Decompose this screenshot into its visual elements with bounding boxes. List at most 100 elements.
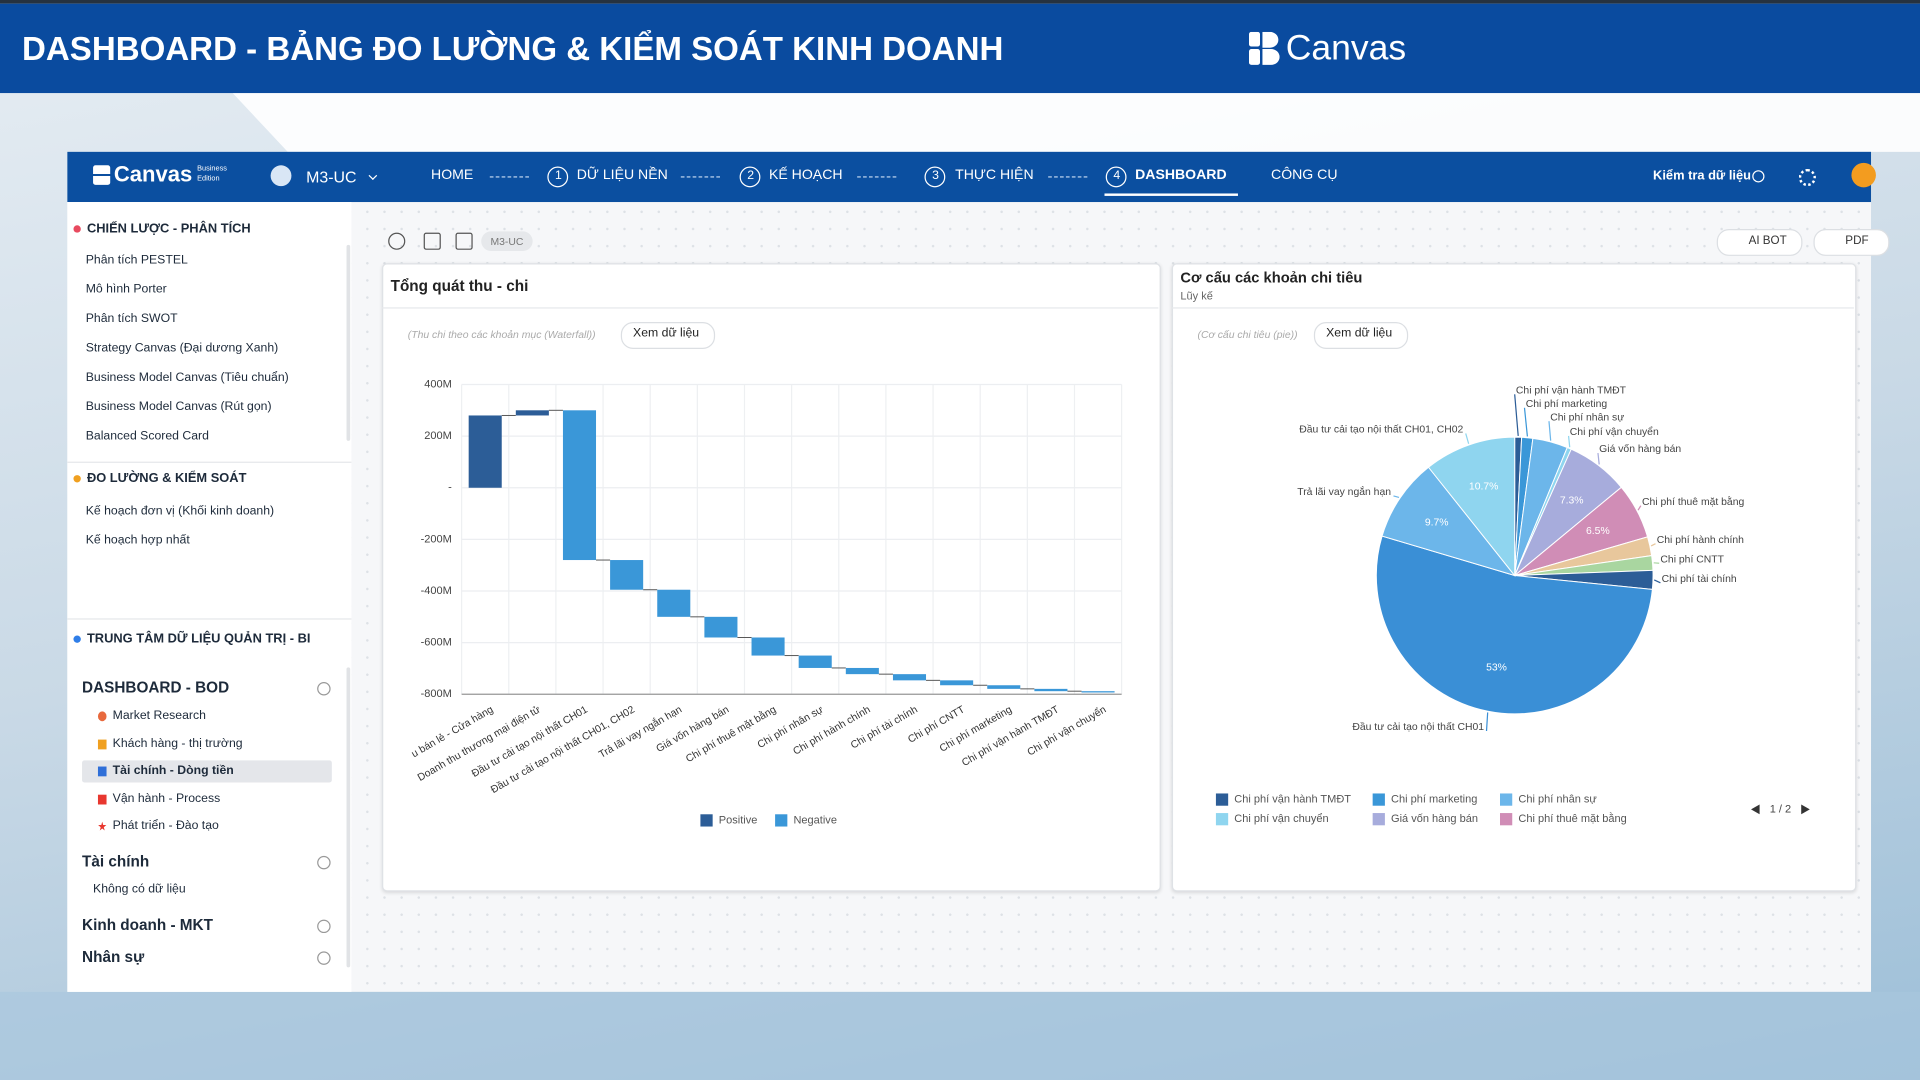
panel-divider bbox=[382, 307, 1159, 309]
toolbar-button-label[interactable]: AI BOT bbox=[1748, 234, 1787, 248]
help-icon[interactable] bbox=[1752, 170, 1765, 183]
nav-step[interactable]: KẾ HOẠCH bbox=[768, 167, 843, 183]
legend-label: Chi phí nhân sự bbox=[1518, 793, 1597, 805]
legend-swatch bbox=[700, 814, 713, 827]
leader-line bbox=[1637, 505, 1642, 511]
toolbar-icon[interactable] bbox=[388, 232, 406, 250]
bar bbox=[562, 410, 597, 561]
header-title: DASHBOARD - BẢNG ĐO LƯỜNG & KIỂM SOÁT KI… bbox=[22, 30, 1004, 68]
section-title: ĐO LƯỜNG & KIỂM SOÁT bbox=[86, 471, 247, 486]
slice-label: Đầu tư cải tạo nội thất CH01 bbox=[1352, 721, 1484, 733]
item-icon bbox=[97, 794, 107, 804]
panel-title: Tổng quát thu - chi bbox=[390, 277, 529, 295]
step-circle[interactable] bbox=[924, 166, 946, 188]
header-bar bbox=[0, 3, 1920, 94]
x-tick-label: Chi phí vận chuyển bbox=[1025, 703, 1108, 758]
sidebar-item[interactable]: Vận hành - Process bbox=[112, 791, 221, 806]
leader-line bbox=[1548, 421, 1552, 441]
nav-edition: Business bbox=[197, 165, 227, 174]
step-circle[interactable] bbox=[1105, 166, 1127, 188]
data-button[interactable] bbox=[620, 322, 716, 349]
toolbar-button[interactable] bbox=[1813, 228, 1890, 256]
legend-swatch bbox=[1372, 813, 1385, 826]
legend-swatch bbox=[775, 814, 788, 827]
y-tick-label: -800M bbox=[421, 688, 452, 700]
nav-dashes bbox=[857, 176, 897, 178]
header-brand: Canvas bbox=[1285, 28, 1407, 69]
data-button-label[interactable]: Xem dữ liệu bbox=[633, 326, 700, 341]
sidebar-item[interactable]: Phân tích PESTEL bbox=[85, 253, 188, 267]
bar bbox=[1081, 691, 1115, 693]
step-number[interactable]: 3 bbox=[932, 168, 939, 183]
nav-tools[interactable]: CÔNG CỤ bbox=[1271, 167, 1338, 183]
user-avatar[interactable] bbox=[270, 165, 292, 187]
toolbar-button-label[interactable]: PDF bbox=[1845, 234, 1869, 248]
bar bbox=[610, 560, 644, 590]
collapse-icon[interactable] bbox=[317, 682, 331, 696]
nav-step[interactable]: THỰC HIỆN bbox=[955, 167, 1034, 183]
toolbar-button[interactable] bbox=[1716, 228, 1803, 256]
sidebar-divider bbox=[67, 461, 352, 463]
leader-line bbox=[1485, 712, 1489, 732]
sidebar-item[interactable]: Balanced Scored Card bbox=[85, 429, 209, 444]
sidebar-item[interactable]: Tài chính - Dòng tiền bbox=[112, 764, 234, 778]
leader-line bbox=[1653, 579, 1661, 584]
nav-step[interactable]: DỮ LIỆU NỀN bbox=[576, 167, 668, 183]
nav-active-underline bbox=[1104, 193, 1238, 196]
sidebar-item[interactable]: Business Model Canvas (Rút gọn) bbox=[85, 400, 272, 414]
nav-brand: Canvas bbox=[113, 161, 193, 187]
slice-label: Chi phí CNTT bbox=[1660, 554, 1724, 565]
sidebar-item[interactable]: Strategy Canvas (Đại dương Xanh) bbox=[85, 341, 279, 356]
sidebar-item[interactable]: Business Model Canvas (Tiêu chuẩn) bbox=[85, 371, 289, 385]
expand-icon[interactable] bbox=[317, 919, 331, 934]
toolbar-icon[interactable] bbox=[455, 232, 473, 250]
data-button-label[interactable]: Xem dữ liệu bbox=[1326, 326, 1393, 341]
item-icon bbox=[97, 711, 107, 722]
step-circle[interactable] bbox=[739, 166, 761, 188]
step-number[interactable]: 2 bbox=[747, 168, 755, 183]
panel-note: (Cơ cấu chi tiêu (pie)) bbox=[1197, 328, 1298, 341]
x-tick-label: Chi phí hành chính bbox=[792, 704, 873, 757]
sidebar-item[interactable]: Phát triển - Đào tạo bbox=[112, 819, 219, 833]
sidebar-item[interactable]: Khách hàng - thị trường bbox=[112, 736, 243, 751]
section-dot bbox=[73, 635, 81, 643]
slice-value-label: 53% bbox=[1486, 663, 1507, 674]
sidebar-item[interactable]: Mô hình Porter bbox=[85, 282, 167, 297]
sidebar-item[interactable]: Kế hoạch hợp nhất bbox=[85, 533, 190, 548]
sidebar-item[interactable]: Phân tích SWOT bbox=[85, 312, 178, 326]
group-title[interactable]: Tài chính bbox=[82, 852, 150, 871]
nav-dashes bbox=[680, 176, 721, 178]
leader-line bbox=[1650, 543, 1656, 547]
check-data[interactable]: Kiểm tra dữ liệu bbox=[1653, 168, 1751, 184]
y-tick-label: 400M bbox=[424, 378, 452, 390]
group-title[interactable]: Nhân sự bbox=[82, 948, 145, 966]
step-number[interactable]: 4 bbox=[1113, 168, 1121, 183]
item-icon bbox=[97, 766, 107, 777]
collapse-icon[interactable] bbox=[317, 855, 331, 870]
slice-label: Chi phí nhân sự bbox=[1550, 412, 1624, 423]
backdrop-bottom bbox=[0, 991, 1920, 1080]
slice-label: Chi phí marketing bbox=[1526, 399, 1608, 410]
nav-home[interactable]: HOME bbox=[431, 167, 474, 183]
avatar-orange[interactable] bbox=[1851, 162, 1876, 188]
nav-dashes bbox=[1048, 176, 1088, 178]
leader-line bbox=[1514, 394, 1519, 437]
sidebar-item[interactable]: Kế hoạch đơn vị (Khối kinh doanh) bbox=[85, 504, 275, 518]
toolbar-icon[interactable] bbox=[423, 232, 441, 250]
nav-step[interactable]: DASHBOARD bbox=[1135, 167, 1227, 183]
group-title[interactable]: DASHBOARD - BOD bbox=[82, 678, 230, 697]
settings-icon[interactable] bbox=[1798, 168, 1816, 187]
bar bbox=[515, 410, 549, 416]
expand-icon[interactable] bbox=[317, 951, 331, 965]
slice-value-label: 7.3% bbox=[1560, 495, 1584, 506]
user-menu[interactable]: M3-UC bbox=[306, 168, 357, 187]
step-number[interactable]: 1 bbox=[554, 168, 562, 183]
legend-page: 1 / 2 bbox=[1770, 803, 1791, 815]
x-tick-label: u bán lẻ - Cửa hàng bbox=[409, 703, 495, 760]
legend-label: Chi phí vận chuyển bbox=[1234, 813, 1328, 825]
group-title[interactable]: Kinh doanh - MKT bbox=[82, 916, 213, 934]
slice-label: Chi phí vận hành TMĐT bbox=[1516, 385, 1627, 396]
step-circle[interactable] bbox=[547, 166, 569, 188]
sidebar-item[interactable]: Market Research bbox=[112, 708, 206, 723]
data-button[interactable] bbox=[1313, 322, 1409, 349]
